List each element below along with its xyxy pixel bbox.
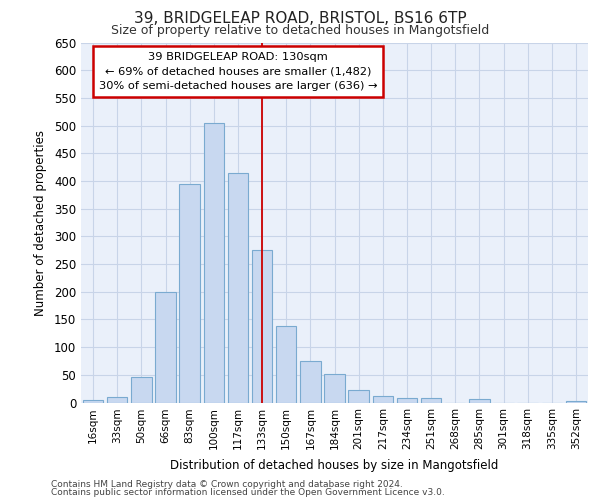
Text: Size of property relative to detached houses in Mangotsfield: Size of property relative to detached ho… [111, 24, 489, 37]
Bar [227, 172, 248, 402]
Bar [566, 401, 586, 402]
Text: Contains HM Land Registry data © Crown copyright and database right 2024.: Contains HM Land Registry data © Crown c… [51, 480, 403, 489]
Bar [203, 123, 224, 402]
Bar [252, 250, 272, 402]
Bar [179, 184, 200, 402]
X-axis label: Distribution of detached houses by size in Mangotsfield: Distribution of detached houses by size … [170, 459, 499, 472]
Bar [373, 396, 393, 402]
Bar [107, 397, 127, 402]
Bar [469, 399, 490, 402]
Y-axis label: Number of detached properties: Number of detached properties [34, 130, 47, 316]
Bar [155, 292, 176, 403]
Text: 39 BRIDGELEAP ROAD: 130sqm
← 69% of detached houses are smaller (1,482)
30% of s: 39 BRIDGELEAP ROAD: 130sqm ← 69% of deta… [99, 52, 377, 91]
Bar [397, 398, 417, 402]
Text: 39, BRIDGELEAP ROAD, BRISTOL, BS16 6TP: 39, BRIDGELEAP ROAD, BRISTOL, BS16 6TP [134, 11, 466, 26]
Bar [131, 377, 152, 402]
Bar [349, 390, 369, 402]
Bar [300, 361, 320, 403]
Bar [421, 398, 442, 402]
Bar [276, 326, 296, 402]
Bar [83, 400, 103, 402]
Text: Contains public sector information licensed under the Open Government Licence v3: Contains public sector information licen… [51, 488, 445, 497]
Bar [324, 374, 345, 402]
